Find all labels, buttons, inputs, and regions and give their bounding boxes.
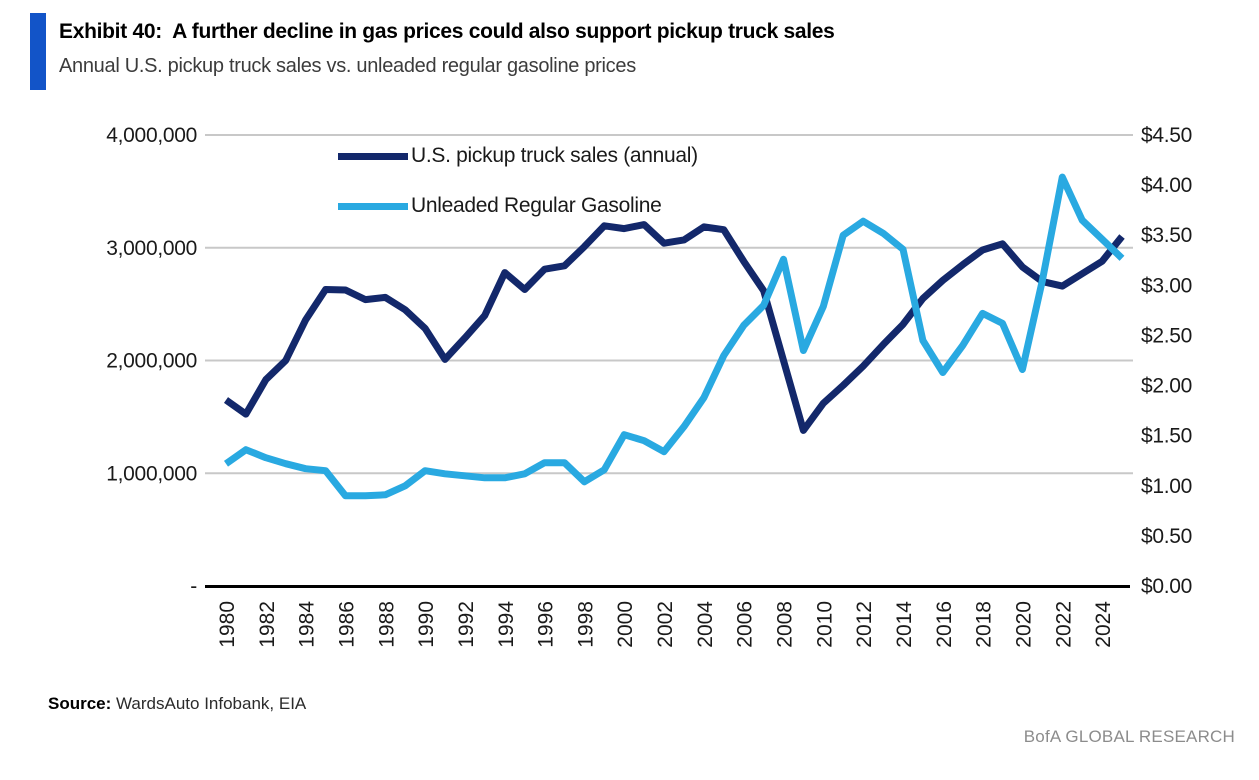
x-tick-label: 1984: [296, 601, 319, 648]
y-left-tick-label: 3,000,000: [106, 237, 197, 260]
x-tick-label: 2018: [973, 601, 996, 648]
x-tick-label: 2008: [774, 601, 797, 648]
title-accent-bar: [30, 13, 46, 90]
y-left-tick-label: -: [190, 575, 197, 598]
x-tick-label: 2012: [853, 601, 876, 648]
x-tick-label: 1992: [455, 601, 478, 648]
source-label: Source:: [48, 694, 112, 713]
source-note: Source: WardsAuto Infobank, EIA: [48, 694, 306, 714]
y-right-tick-label: $3.00: [1141, 274, 1192, 297]
y-right-tick-label: $0.00: [1141, 575, 1192, 598]
truck-sales-line-swatch: [338, 152, 408, 160]
x-tick-label: 2016: [933, 601, 956, 648]
x-tick-label: 1980: [216, 601, 239, 648]
bofa-watermark: BofA GLOBAL RESEARCH: [1023, 727, 1235, 746]
exhibit-subtitle: Annual U.S. pickup truck sales vs. unlea…: [59, 55, 636, 77]
x-tick-label: 2000: [614, 601, 637, 648]
x-tick-label: 1982: [256, 601, 279, 648]
y-left-tick-label: 1,000,000: [106, 462, 197, 485]
y-left-tick-label: 2,000,000: [106, 350, 197, 373]
y-left-tick-label: 4,000,000: [106, 124, 197, 147]
x-tick-label: 2004: [694, 601, 717, 648]
y-right-tick-label: $1.50: [1141, 425, 1192, 448]
y-right-tick-label: $3.50: [1141, 224, 1192, 247]
line-truck-sales: [223, 221, 1125, 434]
x-tick-label: 1990: [415, 601, 438, 648]
x-tick-label: 2022: [1052, 601, 1075, 648]
source-text: WardsAuto Infobank, EIA: [111, 694, 307, 713]
x-tick-label: 1998: [574, 601, 597, 648]
y-right-tick-label: $2.50: [1141, 324, 1192, 347]
exhibit-title: Exhibit 40: A further decline in gas pri…: [59, 20, 835, 43]
gasoline-line-swatch: [338, 202, 408, 210]
x-tick-label: 2002: [654, 601, 677, 648]
legend-item-truck-sales: U.S. pickup truck sales (annual): [338, 143, 698, 169]
x-tick-label: 2010: [813, 601, 836, 648]
legend-label-truck-sales: U.S. pickup truck sales (annual): [411, 144, 698, 167]
x-tick-label: 1996: [535, 601, 558, 648]
legend-item-gasoline: Unleaded Regular Gasoline: [338, 193, 698, 219]
x-tick-label: 1988: [375, 601, 398, 648]
x-tick-label: 2020: [1012, 601, 1035, 648]
x-tick-label: 2006: [734, 601, 757, 648]
x-tick-label: 1986: [335, 601, 358, 648]
x-tick-label: 2024: [1092, 601, 1115, 648]
x-tick-label: 2014: [893, 601, 916, 648]
chart-legend: U.S. pickup truck sales (annual) Unleade…: [338, 143, 698, 243]
legend-label-gasoline: Unleaded Regular Gasoline: [411, 194, 662, 217]
y-right-tick-label: $2.00: [1141, 375, 1192, 398]
x-tick-label: 1994: [495, 601, 518, 648]
line-gasoline: [223, 173, 1125, 500]
y-right-tick-label: $4.50: [1141, 124, 1192, 147]
y-right-tick-label: $4.00: [1141, 174, 1192, 197]
y-right-tick-label: $0.50: [1141, 525, 1192, 548]
y-right-tick-label: $1.00: [1141, 475, 1192, 498]
